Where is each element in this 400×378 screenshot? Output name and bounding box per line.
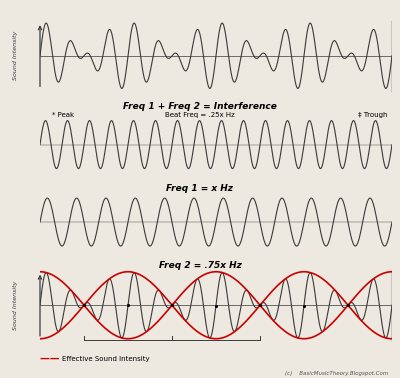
Text: Beat Freq = .25x Hz: Beat Freq = .25x Hz: [165, 112, 235, 118]
Text: Effective Sound Intensity: Effective Sound Intensity: [62, 356, 150, 362]
Text: Sound Intensity: Sound Intensity: [13, 31, 18, 81]
Text: * Peak: * Peak: [52, 112, 74, 118]
Text: Sound Intensity: Sound Intensity: [13, 280, 18, 330]
Text: Freq 1 + Freq 2 = Interference: Freq 1 + Freq 2 = Interference: [123, 102, 277, 111]
Text: Freq 1 = x Hz: Freq 1 = x Hz: [166, 184, 234, 193]
Text: Freq 2 = .75x Hz: Freq 2 = .75x Hz: [158, 261, 242, 270]
Text: ‡ Trough: ‡ Trough: [358, 112, 388, 118]
Text: ——: ——: [40, 354, 63, 364]
Text: (c)    BasicMusicTheory.Blogspot.Com: (c) BasicMusicTheory.Blogspot.Com: [285, 371, 388, 376]
